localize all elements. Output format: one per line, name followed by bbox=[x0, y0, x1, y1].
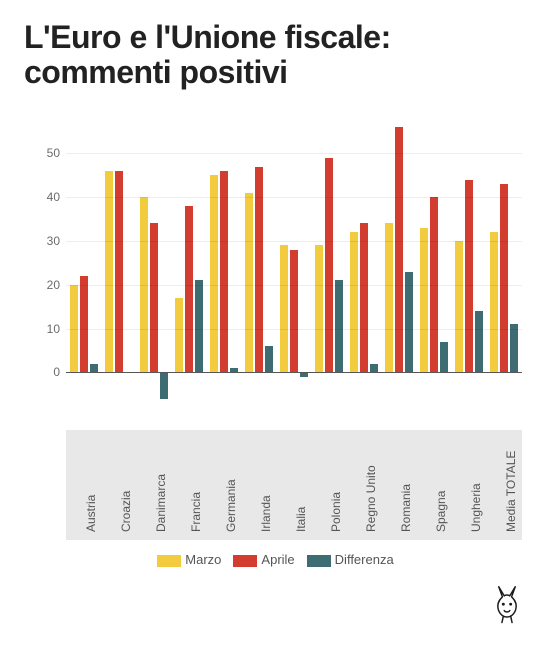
bar bbox=[350, 232, 358, 372]
bar bbox=[360, 223, 368, 372]
category-label: Italia bbox=[294, 507, 308, 532]
bar bbox=[105, 171, 113, 372]
bar bbox=[455, 241, 463, 372]
grid-line bbox=[66, 153, 522, 154]
category bbox=[417, 118, 452, 418]
y-tick-label: 20 bbox=[24, 278, 60, 292]
category-label: Croazia bbox=[119, 491, 133, 532]
bar bbox=[175, 298, 183, 372]
category bbox=[171, 118, 206, 418]
category bbox=[241, 118, 276, 418]
y-tick-label: 10 bbox=[24, 322, 60, 336]
legend: Marzo Aprile Differenza bbox=[0, 552, 545, 567]
bar bbox=[490, 232, 498, 372]
y-tick-label: 0 bbox=[24, 365, 60, 379]
bar bbox=[150, 223, 158, 372]
category bbox=[487, 118, 522, 418]
chart-area: 01020304050AustriaCroaziaDanimarcaFranci… bbox=[24, 118, 522, 418]
category bbox=[276, 118, 311, 418]
category bbox=[312, 118, 347, 418]
category-label: Regno Unito bbox=[364, 466, 378, 533]
legend-label: Differenza bbox=[335, 552, 394, 567]
bar bbox=[80, 276, 88, 372]
bars-layer bbox=[66, 118, 522, 418]
y-tick-label: 50 bbox=[24, 146, 60, 160]
baseline bbox=[66, 372, 522, 373]
category bbox=[206, 118, 241, 418]
y-tick-label: 30 bbox=[24, 234, 60, 248]
bar bbox=[315, 245, 323, 372]
page-root: L'Euro e l'Unione fiscale: commenti posi… bbox=[0, 0, 545, 661]
category bbox=[66, 118, 101, 418]
bar bbox=[265, 346, 273, 372]
category bbox=[382, 118, 417, 418]
legend-label: Aprile bbox=[261, 552, 294, 567]
bar bbox=[440, 342, 448, 373]
category-label: Polonia bbox=[329, 492, 343, 532]
bar bbox=[475, 311, 483, 372]
category-label: Irlanda bbox=[259, 496, 273, 533]
category-label: Danimarca bbox=[154, 474, 168, 532]
legend-swatch bbox=[233, 555, 257, 567]
y-tick-label: 40 bbox=[24, 190, 60, 204]
bar bbox=[510, 324, 518, 372]
grid-line bbox=[66, 241, 522, 242]
chart-title: L'Euro e l'Unione fiscale: commenti posi… bbox=[24, 20, 521, 90]
legend-swatch bbox=[307, 555, 331, 567]
bar bbox=[405, 272, 413, 373]
bar bbox=[335, 280, 343, 372]
bar bbox=[210, 175, 218, 372]
bar bbox=[245, 193, 253, 373]
legend-item: Marzo bbox=[151, 552, 221, 567]
category-label: Francia bbox=[189, 492, 203, 532]
bar bbox=[220, 171, 228, 372]
bar bbox=[465, 180, 473, 373]
category bbox=[136, 118, 171, 418]
category-label: Ungheria bbox=[469, 484, 483, 533]
bar bbox=[90, 364, 98, 373]
category bbox=[101, 118, 136, 418]
legend-swatch bbox=[157, 555, 181, 567]
bar bbox=[160, 372, 168, 398]
grid-line bbox=[66, 285, 522, 286]
bar bbox=[280, 245, 288, 372]
bar bbox=[290, 250, 298, 373]
bar bbox=[420, 228, 428, 373]
legend-item: Differenza bbox=[301, 552, 394, 567]
legend-label: Marzo bbox=[185, 552, 221, 567]
category-label: Germania bbox=[224, 480, 238, 533]
bar bbox=[370, 364, 378, 373]
bar bbox=[115, 171, 123, 372]
category-label: Media TOTALE bbox=[504, 451, 518, 532]
bar bbox=[195, 280, 203, 372]
brand-logo bbox=[489, 584, 525, 633]
bar bbox=[500, 184, 508, 372]
category-label: Spagna bbox=[434, 491, 448, 532]
bar bbox=[185, 206, 193, 372]
category bbox=[452, 118, 487, 418]
grid-line bbox=[66, 329, 522, 330]
category-label: Austria bbox=[84, 495, 98, 532]
category bbox=[347, 118, 382, 418]
category-label: Romania bbox=[399, 484, 413, 532]
bar bbox=[385, 223, 393, 372]
bar bbox=[395, 127, 403, 372]
bar bbox=[325, 158, 333, 373]
legend-item: Aprile bbox=[227, 552, 294, 567]
grid-line bbox=[66, 197, 522, 198]
